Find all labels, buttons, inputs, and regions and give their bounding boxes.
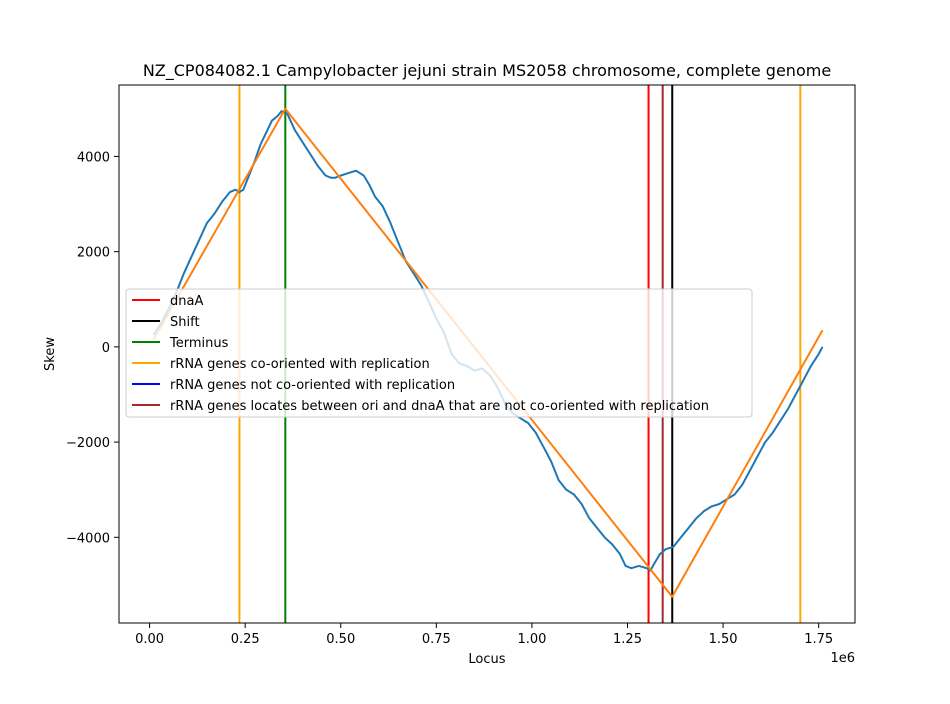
x-tick-label: 1.50 xyxy=(709,632,738,647)
legend-label: rRNA genes not co-oriented with replicat… xyxy=(170,378,455,393)
axes-frame xyxy=(118,84,856,624)
y-tick-label: −4000 xyxy=(66,531,110,546)
x-tick-label: 1.25 xyxy=(613,632,642,647)
y-tick-label: 4000 xyxy=(77,150,110,165)
legend-label: dnaA xyxy=(170,294,203,309)
x-tick-label: 0.75 xyxy=(422,632,451,647)
x-axis-label: Locus xyxy=(468,652,505,667)
x-tick-label: 0.25 xyxy=(231,632,260,647)
legend-box xyxy=(125,288,753,418)
legend-label: rRNA genes locates between ori and dnaA … xyxy=(170,399,709,414)
legend: dnaA Shift Terminus rRNA genes co-oriented … xyxy=(125,288,753,418)
x-tick-label: 0.50 xyxy=(326,632,355,647)
x-axis-offset-label: 1e6 xyxy=(830,651,855,666)
y-tick-label: 2000 xyxy=(77,246,110,261)
y-tick-label: −2000 xyxy=(66,436,110,451)
axes: 0.00 0.25 0.50 0.75 1.00 1.25 1.50 1.75 −4000 −20… xyxy=(66,84,856,647)
chart-title: NZ_CP084082.1 Campylobacter jejuni strai… xyxy=(143,61,831,81)
y-axis-label: Skew xyxy=(43,337,58,371)
x-tick-label: 0.00 xyxy=(135,632,164,647)
legend-label: Terminus xyxy=(169,336,229,351)
x-tick-label: 1.00 xyxy=(517,632,546,647)
legend-label: Shift xyxy=(170,315,200,330)
x-tick-label: 1.75 xyxy=(804,632,833,647)
y-tick-label: 0 xyxy=(102,341,110,356)
legend-label: rRNA genes co-oriented with replication xyxy=(170,357,430,372)
